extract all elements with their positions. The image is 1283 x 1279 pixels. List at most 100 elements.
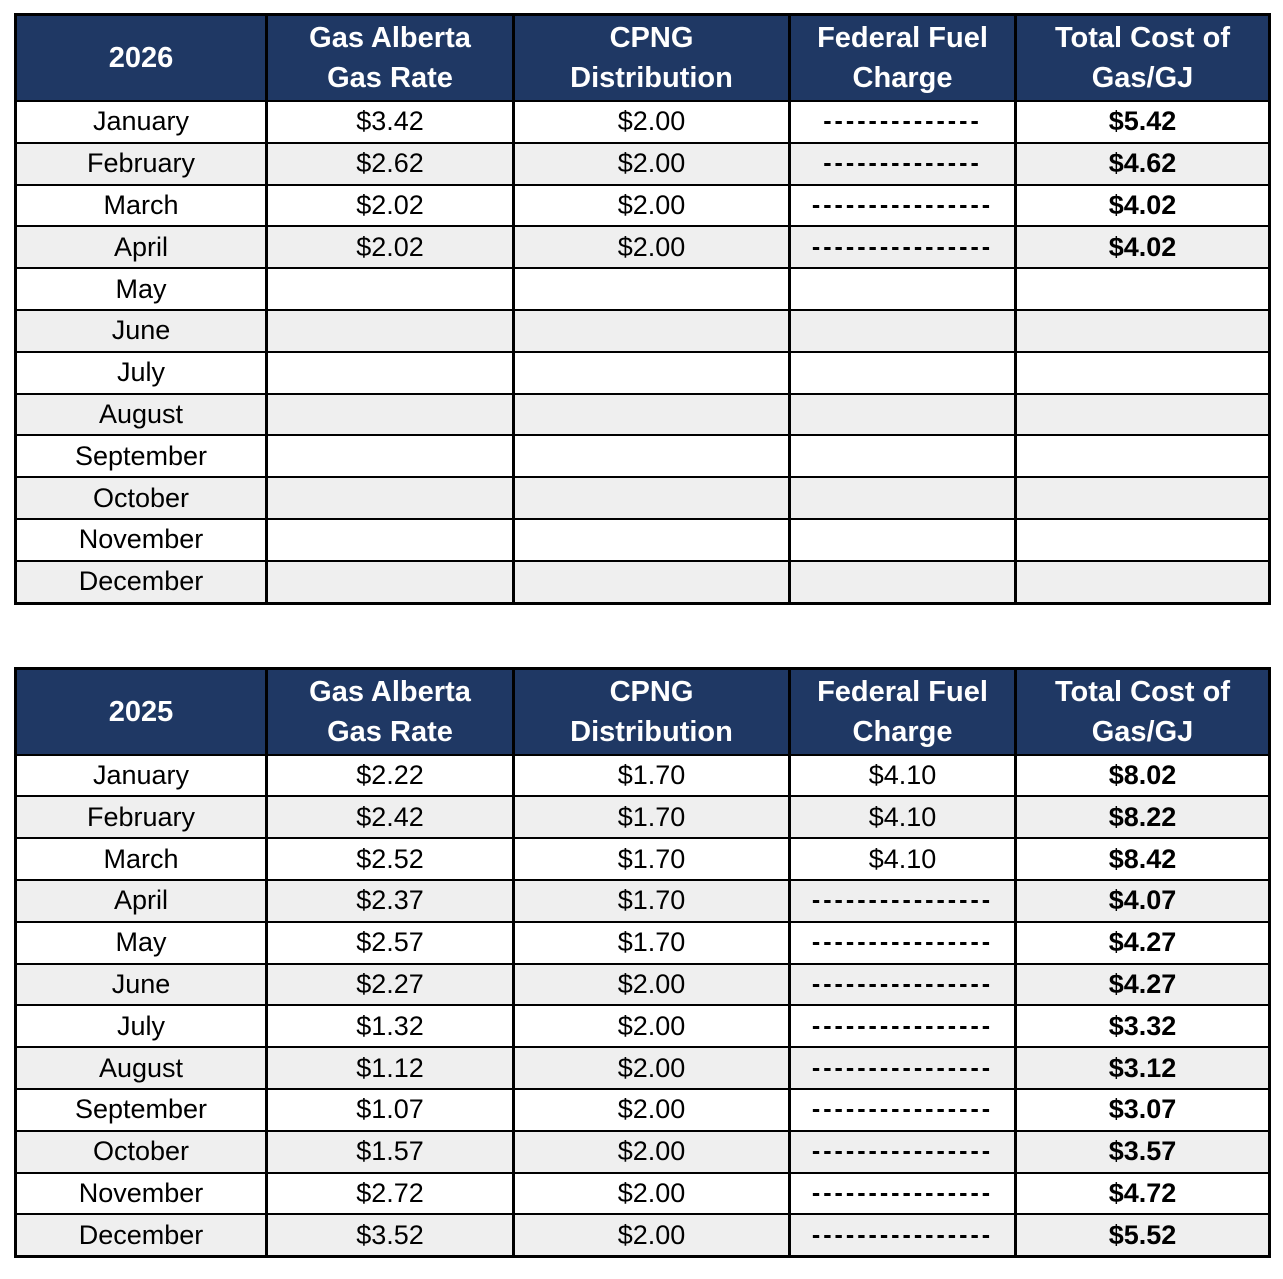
month-cell: August (14, 392, 268, 437)
gas-rate-cell (265, 434, 515, 479)
total-cost-cell: $3.32 (1014, 1004, 1271, 1049)
header-row: 2026 Gas Alberta Gas Rate CPNG Distribut… (14, 13, 1271, 102)
month-cell: March (14, 837, 268, 881)
header-row: 2025 Gas Alberta Gas Rate CPNG Distribut… (14, 667, 1271, 756)
table-body-2025: January $2.22 $1.70 $4.10 $8.02 February… (14, 753, 1271, 1258)
table-row: January $3.42 $2.00 -------------- $5.42 (14, 100, 1271, 144)
col-header-federal-charge: Federal Fuel Charge (788, 13, 1017, 102)
cpng-cell: $2.00 (512, 225, 791, 270)
month-cell: May (14, 920, 268, 965)
gas-rate-cell: $2.22 (265, 753, 515, 798)
gas-rate-cell: $3.52 (265, 1213, 515, 1258)
table-row: February $2.62 $2.00 -------------- $4.6… (14, 141, 1271, 186)
col-header-total-cost: Total Cost of Gas/GJ (1014, 13, 1271, 102)
total-cost-cell (1014, 267, 1271, 311)
gas-rate-cell: $1.07 (265, 1087, 515, 1132)
federal-charge-cell: $4.10 (788, 837, 1017, 881)
federal-charge-cell: -------------- (788, 100, 1017, 144)
gas-rate-cell: $2.27 (265, 962, 515, 1007)
gas-rate-cell (265, 267, 515, 311)
rates-table-2025: 2025 Gas Alberta Gas Rate CPNG Distribut… (14, 666, 1271, 1259)
cpng-cell: $2.00 (512, 183, 791, 228)
cpng-cell: $2.00 (512, 1129, 791, 1174)
cpng-cell: $1.70 (512, 878, 791, 923)
federal-charge-cell: ---------------- (788, 1129, 1017, 1174)
col-header-gas-rate: Gas Alberta Gas Rate (265, 13, 515, 102)
gas-rate-cell: $2.02 (265, 183, 515, 228)
cpng-cell (512, 350, 791, 395)
col-header-cpng: CPNG Distribution (512, 13, 791, 102)
month-cell: November (14, 517, 268, 562)
gas-rate-cell (265, 308, 515, 353)
month-cell: January (14, 753, 268, 798)
gas-rate-cell: $1.12 (265, 1046, 515, 1090)
total-cost-cell: $4.27 (1014, 920, 1271, 965)
table-row: December $3.52 $2.00 ---------------- $5… (14, 1213, 1271, 1258)
federal-charge-cell (788, 350, 1017, 395)
cpng-cell: $2.00 (512, 1213, 791, 1258)
table-header-2026: 2026 Gas Alberta Gas Rate CPNG Distribut… (14, 13, 1271, 102)
cpng-cell (512, 559, 791, 605)
federal-charge-cell (788, 517, 1017, 562)
table-row: October $1.57 $2.00 ---------------- $3.… (14, 1129, 1271, 1174)
total-cost-cell (1014, 476, 1271, 520)
federal-charge-cell: ---------------- (788, 183, 1017, 228)
federal-charge-cell: $4.10 (788, 795, 1017, 840)
table-row: September $1.07 $2.00 ---------------- $… (14, 1087, 1271, 1132)
month-cell: September (14, 434, 268, 479)
month-cell: April (14, 225, 268, 270)
table-row: March $2.02 $2.00 ---------------- $4.02 (14, 183, 1271, 228)
table-row: October (14, 476, 1271, 520)
table-row: June $2.27 $2.00 ---------------- $4.27 (14, 962, 1271, 1007)
cpng-cell (512, 434, 791, 479)
table-row: December (14, 559, 1271, 605)
total-cost-cell: $4.02 (1014, 183, 1271, 228)
total-cost-cell (1014, 350, 1271, 395)
federal-charge-cell: ---------------- (788, 920, 1017, 965)
federal-charge-cell: $4.10 (788, 753, 1017, 798)
federal-charge-cell: ---------------- (788, 1087, 1017, 1132)
federal-charge-cell: ---------------- (788, 1046, 1017, 1090)
total-cost-cell: $3.07 (1014, 1087, 1271, 1132)
cpng-cell: $2.00 (512, 141, 791, 186)
month-cell: July (14, 1004, 268, 1049)
gas-rate-cell (265, 559, 515, 605)
col-header-gas-rate: Gas Alberta Gas Rate (265, 667, 515, 756)
year-header: 2025 (14, 667, 268, 756)
gas-rate-cell: $2.02 (265, 225, 515, 270)
cpng-cell: $2.00 (512, 1046, 791, 1090)
total-cost-cell: $5.42 (1014, 100, 1271, 144)
table-row: August $1.12 $2.00 ---------------- $3.1… (14, 1046, 1271, 1090)
gas-rate-cell: $2.37 (265, 878, 515, 923)
cpng-cell (512, 392, 791, 437)
table-row: September (14, 434, 1271, 479)
table-row: November $2.72 $2.00 ---------------- $4… (14, 1171, 1271, 1216)
table-row: May (14, 267, 1271, 311)
gas-rate-cell (265, 392, 515, 437)
month-cell: December (14, 1213, 268, 1258)
federal-charge-cell: ---------------- (788, 1171, 1017, 1216)
gas-rate-cell: $2.62 (265, 141, 515, 186)
total-cost-cell: $4.72 (1014, 1171, 1271, 1216)
federal-charge-cell (788, 434, 1017, 479)
cpng-cell: $2.00 (512, 1087, 791, 1132)
federal-charge-cell: ---------------- (788, 225, 1017, 270)
total-cost-cell (1014, 392, 1271, 437)
gas-rate-cell (265, 517, 515, 562)
table-row: February $2.42 $1.70 $4.10 $8.22 (14, 795, 1271, 840)
cpng-cell: $1.70 (512, 920, 791, 965)
total-cost-cell: $8.02 (1014, 753, 1271, 798)
table-row: January $2.22 $1.70 $4.10 $8.02 (14, 753, 1271, 798)
month-cell: April (14, 878, 268, 923)
gas-rate-cell: $2.42 (265, 795, 515, 840)
federal-charge-cell (788, 476, 1017, 520)
total-cost-cell (1014, 308, 1271, 353)
month-cell: December (14, 559, 268, 605)
total-cost-cell: $8.22 (1014, 795, 1271, 840)
federal-charge-cell: ---------------- (788, 1004, 1017, 1049)
year-header: 2026 (14, 13, 268, 102)
federal-charge-cell (788, 392, 1017, 437)
gas-rate-cell (265, 476, 515, 520)
total-cost-cell (1014, 434, 1271, 479)
